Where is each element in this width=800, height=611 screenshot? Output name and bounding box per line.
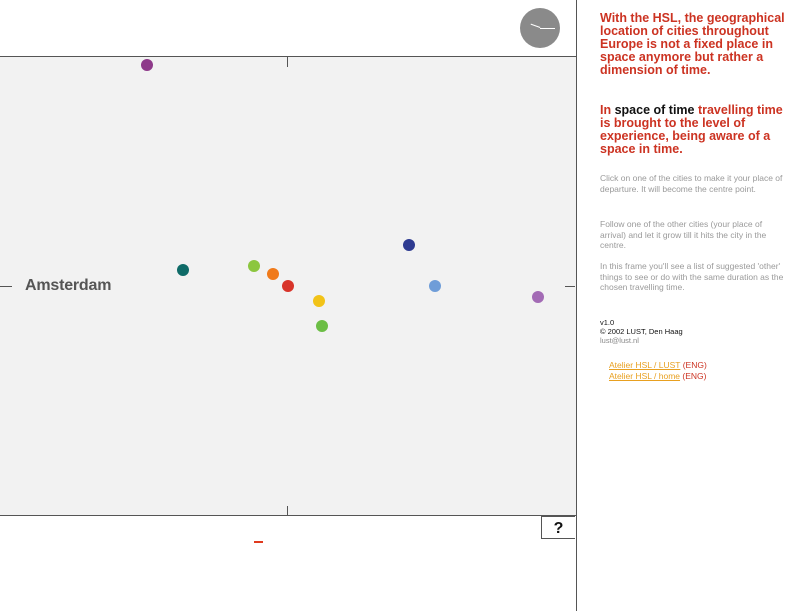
headline-space-of-time: In space of time travelling time is brou… <box>600 104 790 156</box>
tick-left <box>0 286 12 287</box>
city-dot[interactable] <box>248 260 260 272</box>
link-lang: (ENG) <box>680 371 707 381</box>
city-dot[interactable] <box>177 264 189 276</box>
travel-duration-indicator <box>254 541 263 543</box>
help-button[interactable]: ? <box>541 516 575 539</box>
link-atelier-home[interactable]: Atelier HSL / home <box>609 371 681 381</box>
city-dot[interactable] <box>532 291 544 303</box>
city-dot[interactable] <box>141 59 153 71</box>
clock-hand <box>530 23 541 28</box>
link-row: Atelier HSL / home (ENG) <box>609 371 707 382</box>
link-row: Atelier HSL / LUST (ENG) <box>609 360 707 371</box>
tick-top <box>287 57 288 67</box>
version-info: v1.0 © 2002 LUST, Den Haag lust@lust.nl <box>600 318 790 345</box>
tick-bottom <box>287 506 288 516</box>
city-dot[interactable] <box>267 268 279 280</box>
tick-right <box>565 286 575 287</box>
clock-icon <box>520 8 560 48</box>
info-panel: With the HSL, the geographical location … <box>576 0 800 611</box>
city-dot[interactable] <box>403 239 415 251</box>
copyright: © 2002 LUST, Den Haag <box>600 327 683 336</box>
email-address: lust@lust.nl <box>600 336 639 345</box>
city-dot[interactable] <box>282 280 294 292</box>
clock-hand <box>540 28 555 29</box>
city-dot[interactable] <box>429 280 441 292</box>
link-atelier-lust[interactable]: Atelier HSL / LUST <box>609 360 681 370</box>
map-stage: Amsterdam ? <box>0 8 576 543</box>
version-number: v1.0 <box>600 318 615 327</box>
instruction-departure: Click on one of the cities to make it yo… <box>600 173 783 194</box>
center-city-label[interactable]: Amsterdam <box>25 277 112 294</box>
headline-intro: With the HSL, the geographical location … <box>600 11 785 77</box>
instruction-suggestions: In this frame you'll see a list of sugge… <box>600 261 784 292</box>
headline-part: travelling time is brought to the level … <box>600 103 783 156</box>
city-dot[interactable] <box>313 295 325 307</box>
headline-part: In <box>600 103 615 117</box>
instruction-arrival: Follow one of the other cities (your pla… <box>600 219 767 250</box>
city-dot[interactable] <box>316 320 328 332</box>
headline-emphasis: space of time <box>614 103 695 117</box>
links-list: Atelier HSL / LUST (ENG) Atelier HSL / h… <box>609 360 707 382</box>
link-lang: (ENG) <box>680 360 707 370</box>
